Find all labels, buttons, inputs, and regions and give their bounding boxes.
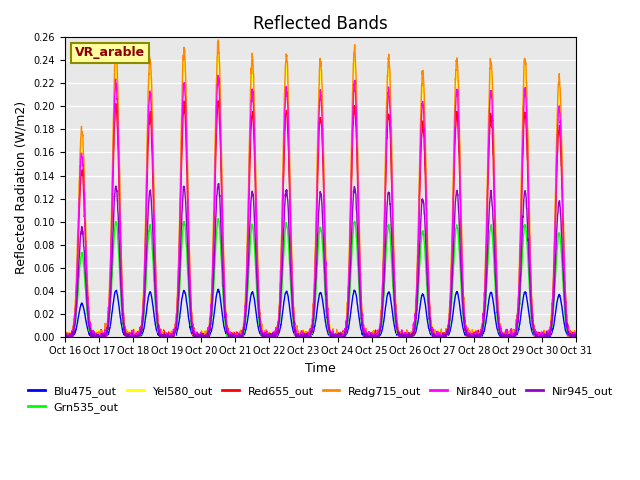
Redg715_out	[61, 334, 69, 340]
Text: VR_arable: VR_arable	[75, 46, 145, 60]
Redg715_out	[527, 282, 535, 288]
Nir945_out	[469, 334, 477, 340]
Redg715_out	[572, 334, 580, 340]
Redg715_out	[335, 330, 343, 336]
Y-axis label: Reflected Radiation (W/m2): Reflected Radiation (W/m2)	[15, 100, 28, 274]
Red655_out	[541, 332, 549, 338]
Blu475_out	[62, 334, 70, 340]
Line: Blu475_out: Blu475_out	[65, 289, 576, 337]
Red655_out	[346, 235, 354, 240]
Blu475_out	[527, 325, 535, 331]
Nir945_out	[572, 333, 580, 339]
Nir840_out	[346, 221, 354, 227]
Nir945_out	[347, 264, 355, 270]
Yel580_out	[347, 201, 355, 206]
Line: Redg715_out: Redg715_out	[65, 40, 576, 337]
Line: Nir945_out: Nir945_out	[65, 183, 576, 337]
Grn535_out	[347, 279, 355, 285]
Yel580_out	[469, 334, 477, 340]
Grn535_out	[214, 216, 222, 221]
Red655_out	[469, 334, 477, 340]
Nir945_out	[61, 334, 69, 340]
Yel580_out	[204, 333, 211, 338]
Blu475_out	[572, 334, 580, 340]
Blu475_out	[347, 312, 355, 317]
Redg715_out	[61, 333, 68, 338]
Yel580_out	[572, 334, 580, 340]
Red655_out	[61, 334, 68, 340]
X-axis label: Time: Time	[305, 362, 336, 375]
Nir840_out	[527, 281, 535, 287]
Nir840_out	[469, 334, 477, 340]
Redg715_out	[347, 198, 355, 204]
Grn535_out	[61, 332, 68, 337]
Nir945_out	[61, 333, 68, 339]
Line: Nir840_out: Nir840_out	[65, 75, 576, 337]
Redg715_out	[469, 334, 477, 340]
Blu475_out	[214, 287, 222, 292]
Nir945_out	[215, 180, 223, 186]
Nir840_out	[541, 333, 549, 338]
Red655_out	[335, 334, 343, 340]
Blu475_out	[204, 334, 211, 339]
Yel580_out	[214, 48, 222, 54]
Grn535_out	[61, 334, 69, 340]
Title: Reflected Bands: Reflected Bands	[253, 15, 388, 33]
Nir840_out	[572, 334, 580, 340]
Grn535_out	[572, 334, 580, 340]
Blu475_out	[61, 333, 68, 339]
Red655_out	[214, 98, 222, 104]
Nir840_out	[335, 334, 343, 340]
Red655_out	[527, 282, 535, 288]
Blu475_out	[541, 334, 549, 339]
Line: Grn535_out: Grn535_out	[65, 218, 576, 337]
Red655_out	[204, 334, 211, 340]
Grn535_out	[469, 333, 477, 339]
Legend: Blu475_out, Grn535_out, Yel580_out, Red655_out, Redg715_out, Nir840_out, Nir945_: Blu475_out, Grn535_out, Yel580_out, Red6…	[24, 381, 618, 418]
Nir840_out	[214, 72, 221, 78]
Line: Red655_out: Red655_out	[65, 101, 576, 337]
Grn535_out	[335, 334, 343, 340]
Redg715_out	[204, 333, 211, 339]
Nir945_out	[527, 307, 535, 312]
Blu475_out	[469, 334, 477, 340]
Yel580_out	[61, 330, 68, 336]
Redg715_out	[214, 37, 222, 43]
Nir840_out	[61, 334, 68, 340]
Red655_out	[572, 334, 580, 340]
Grn535_out	[204, 334, 211, 340]
Nir945_out	[541, 333, 549, 338]
Yel580_out	[335, 331, 343, 337]
Yel580_out	[62, 334, 70, 340]
Redg715_out	[541, 333, 549, 339]
Line: Yel580_out: Yel580_out	[65, 51, 576, 337]
Yel580_out	[527, 285, 535, 291]
Nir945_out	[204, 331, 211, 336]
Grn535_out	[541, 334, 549, 339]
Yel580_out	[541, 333, 549, 339]
Blu475_out	[335, 334, 343, 340]
Grn535_out	[527, 312, 535, 318]
Nir945_out	[335, 334, 343, 340]
Nir840_out	[204, 331, 211, 336]
